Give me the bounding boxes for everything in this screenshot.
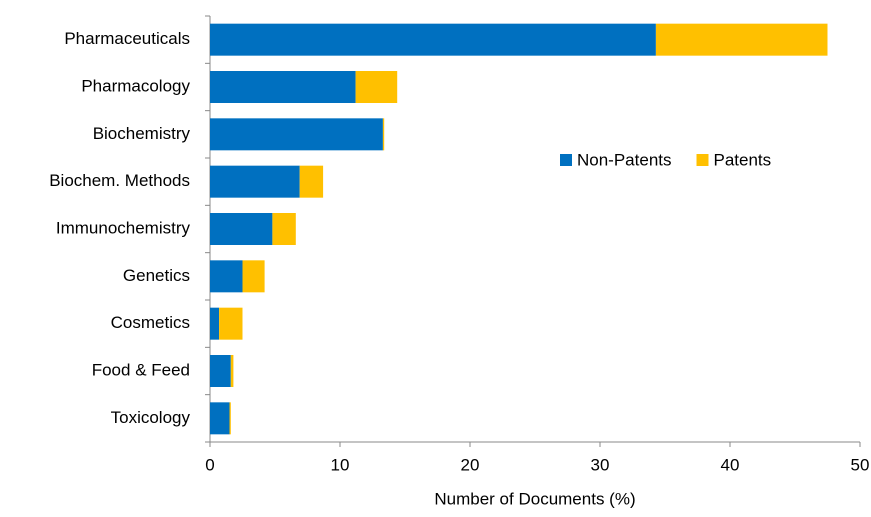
x-axis-title: Number of Documents (%) — [434, 489, 635, 508]
bar — [210, 355, 231, 387]
legend-swatch — [560, 154, 572, 166]
bar — [219, 307, 243, 340]
x-tick-label: 50 — [851, 455, 870, 474]
bar — [272, 213, 296, 245]
bar — [655, 23, 828, 56]
bar — [230, 355, 234, 387]
x-tick-label: 0 — [205, 455, 214, 474]
bar — [210, 23, 656, 56]
legend-label: Patents — [714, 150, 772, 169]
x-tick-label: 30 — [591, 455, 610, 474]
x-tick-label: 10 — [331, 455, 350, 474]
x-tick-label: 40 — [721, 455, 740, 474]
y-tick-label: Toxicology — [111, 408, 191, 427]
y-tick-label: Biochemistry — [93, 124, 191, 143]
y-tick-label: Food & Feed — [92, 360, 190, 379]
bar — [210, 165, 300, 198]
bar — [355, 71, 398, 103]
bar — [210, 118, 383, 151]
bar — [210, 213, 273, 245]
legend-swatch — [696, 154, 709, 166]
bar — [210, 307, 220, 340]
y-tick-label: Genetics — [123, 266, 190, 285]
bar — [299, 165, 324, 198]
x-tick-label: 20 — [461, 455, 480, 474]
bar — [382, 118, 385, 151]
bar — [210, 71, 356, 103]
y-tick-label: Pharmacology — [81, 76, 190, 95]
y-tick-label: Cosmetics — [111, 313, 190, 332]
y-tick-label: Pharmaceuticals — [64, 29, 190, 48]
y-tick-label: Immunochemistry — [56, 218, 191, 237]
bar — [242, 260, 265, 293]
bar — [229, 402, 231, 435]
bar — [210, 260, 243, 293]
legend-label: Non-Patents — [577, 150, 672, 169]
bar — [210, 402, 230, 435]
y-tick-label: Biochem. Methods — [49, 171, 190, 190]
